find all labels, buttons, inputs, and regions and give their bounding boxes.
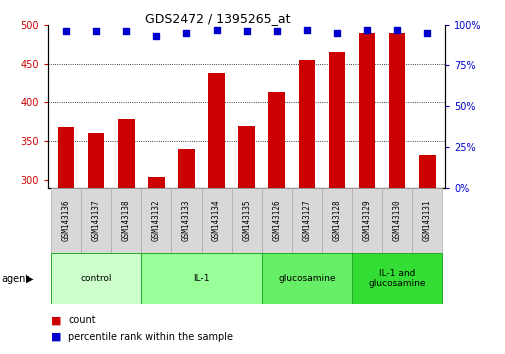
Text: GSM143126: GSM143126 (272, 200, 281, 241)
Point (362, 27, 370, 33)
Text: GSM143132: GSM143132 (152, 200, 161, 241)
FancyBboxPatch shape (81, 188, 111, 253)
Point (212, 27, 220, 33)
Text: GSM143127: GSM143127 (302, 200, 311, 241)
Bar (328, 52, 344, 354)
FancyBboxPatch shape (111, 188, 141, 253)
Point (152, 33, 160, 39)
Text: IL-1 and
glucosamine: IL-1 and glucosamine (368, 269, 425, 289)
Point (122, 28, 130, 34)
Point (62, 28, 70, 34)
Text: control: control (80, 274, 112, 283)
FancyBboxPatch shape (321, 188, 351, 253)
Bar (88, 133, 105, 354)
Bar (358, 33, 375, 354)
Bar (178, 149, 194, 354)
Point (182, 30, 190, 36)
FancyBboxPatch shape (231, 188, 261, 253)
FancyBboxPatch shape (412, 188, 441, 253)
Point (92, 28, 100, 34)
Text: ■: ■ (50, 315, 61, 325)
Text: GSM143128: GSM143128 (332, 200, 341, 241)
FancyBboxPatch shape (171, 188, 201, 253)
Point (272, 28, 280, 34)
Bar (148, 177, 164, 354)
Text: GSM143134: GSM143134 (212, 200, 221, 241)
Bar (388, 33, 405, 354)
FancyBboxPatch shape (141, 253, 261, 304)
Text: ■: ■ (50, 332, 61, 342)
FancyBboxPatch shape (201, 188, 231, 253)
FancyBboxPatch shape (141, 188, 171, 253)
Text: IL-1: IL-1 (193, 274, 210, 283)
Bar (238, 126, 255, 354)
Point (332, 30, 340, 36)
Bar (208, 73, 224, 354)
Text: ▶: ▶ (26, 274, 33, 284)
Point (242, 28, 250, 34)
Text: GSM143136: GSM143136 (62, 200, 71, 241)
FancyBboxPatch shape (351, 253, 441, 304)
Text: GSM143137: GSM143137 (91, 200, 100, 241)
Text: agent: agent (1, 274, 29, 284)
Text: GSM143130: GSM143130 (392, 200, 401, 241)
Point (422, 30, 430, 36)
Text: GSM143133: GSM143133 (182, 200, 190, 241)
FancyBboxPatch shape (351, 188, 381, 253)
Text: GSM143135: GSM143135 (242, 200, 250, 241)
Point (302, 27, 310, 33)
Point (392, 27, 400, 33)
FancyBboxPatch shape (291, 188, 321, 253)
Text: glucosamine: glucosamine (278, 274, 335, 283)
Bar (418, 155, 435, 354)
FancyBboxPatch shape (51, 188, 81, 253)
Text: count: count (68, 315, 96, 325)
Bar (118, 119, 134, 354)
Text: GSM143129: GSM143129 (362, 200, 371, 241)
Text: GSM143138: GSM143138 (122, 200, 131, 241)
Bar (268, 92, 284, 354)
FancyBboxPatch shape (261, 188, 291, 253)
Text: percentile rank within the sample: percentile rank within the sample (68, 332, 233, 342)
Bar (58, 127, 74, 354)
FancyBboxPatch shape (261, 253, 351, 304)
Text: GDS2472 / 1395265_at: GDS2472 / 1395265_at (144, 12, 290, 25)
FancyBboxPatch shape (381, 188, 412, 253)
Bar (298, 60, 315, 354)
FancyBboxPatch shape (51, 253, 141, 304)
Text: GSM143131: GSM143131 (422, 200, 431, 241)
